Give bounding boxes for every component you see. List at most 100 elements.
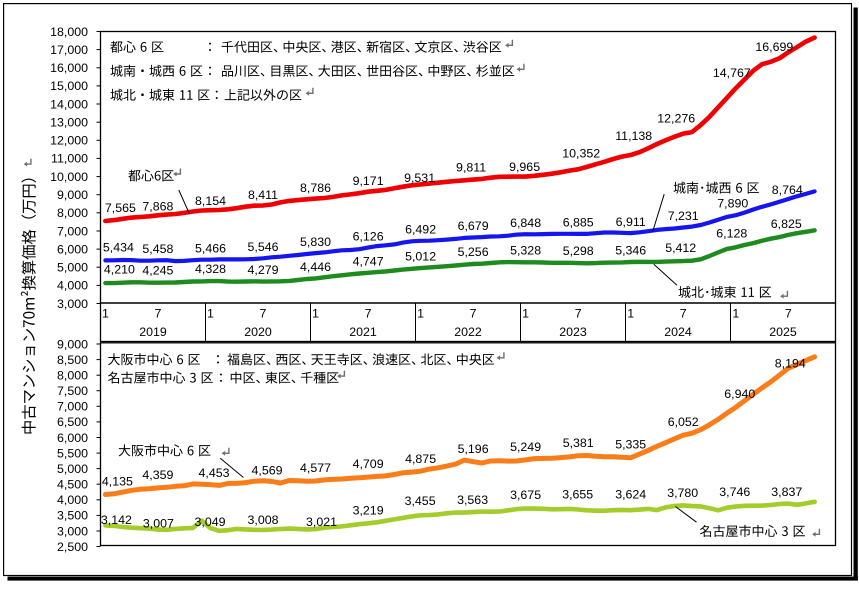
svg-text:9,531: 9,531 [404,171,435,185]
svg-text:3,049: 3,049 [194,515,225,529]
svg-text:7: 7 [680,306,687,320]
svg-text:3,142: 3,142 [101,513,132,527]
svg-text:5,381: 5,381 [563,436,594,450]
svg-text:10,000: 10,000 [50,170,88,184]
svg-text:8,194: 8,194 [775,357,806,371]
svg-text:8,500: 8,500 [57,353,88,367]
svg-text:3,455: 3,455 [405,494,436,508]
svg-text:6,679: 6,679 [458,219,489,233]
svg-text:2022: 2022 [454,325,482,339]
svg-text:8,786: 8,786 [300,181,331,195]
svg-text:8,411: 8,411 [248,188,278,202]
svg-text:6,052: 6,052 [668,415,699,429]
svg-text:2020: 2020 [244,325,272,339]
svg-text:9,811: 9,811 [456,161,486,175]
svg-text:4,446: 4,446 [300,260,331,274]
svg-text:15,000: 15,000 [50,79,88,93]
svg-text:1: 1 [417,306,424,320]
svg-text:5,500: 5,500 [57,446,88,460]
svg-text:3,000: 3,000 [57,524,88,538]
svg-text:2023: 2023 [559,325,587,339]
svg-text:6,848: 6,848 [510,216,541,230]
svg-text:7,000: 7,000 [57,400,88,414]
svg-text:3,780: 3,780 [667,486,698,500]
svg-text:7,890: 7,890 [717,197,748,211]
svg-text:11,138: 11,138 [615,129,652,143]
svg-text:2021: 2021 [349,325,377,339]
svg-text:6,911: 6,911 [616,215,646,229]
svg-text:9,000: 9,000 [57,337,88,351]
svg-text:5,546: 5,546 [247,240,278,254]
svg-text:4,453: 4,453 [198,466,229,480]
svg-text:3,675: 3,675 [510,488,541,502]
svg-text:9,000: 9,000 [57,188,88,202]
svg-text:13,000: 13,000 [50,116,88,130]
svg-text:7,868: 7,868 [142,200,173,214]
svg-text:4,279: 4,279 [247,263,278,277]
svg-text:8,764: 8,764 [772,183,803,197]
svg-text:5,000: 5,000 [57,462,88,476]
svg-text:2024: 2024 [664,325,692,339]
svg-text:4,500: 4,500 [57,478,88,492]
svg-text:5,196: 5,196 [458,442,489,456]
svg-text:4,747: 4,747 [353,254,384,268]
svg-text:18,000: 18,000 [50,25,88,39]
svg-text:5,328: 5,328 [510,244,541,258]
svg-text:5,434: 5,434 [103,241,134,255]
svg-text:7: 7 [365,306,372,320]
svg-text:5,466: 5,466 [195,242,226,256]
svg-text:7,231: 7,231 [668,209,699,223]
svg-text:16,699: 16,699 [755,40,793,54]
svg-text:14,000: 14,000 [50,97,88,111]
svg-text:6,500: 6,500 [57,415,88,429]
svg-text:1: 1 [732,306,739,320]
svg-text:5,412: 5,412 [665,241,696,255]
svg-text:3,000: 3,000 [57,297,88,311]
svg-text:7: 7 [575,306,582,320]
svg-text:4,328: 4,328 [195,262,226,276]
svg-text:5,000: 5,000 [57,261,88,275]
svg-text:16,000: 16,000 [50,61,88,75]
svg-text:17,000: 17,000 [50,43,88,57]
svg-text:8,154: 8,154 [195,194,226,208]
svg-text:2,500: 2,500 [57,540,88,554]
svg-text:6,825: 6,825 [771,217,802,231]
svg-text:6,000: 6,000 [57,242,88,256]
svg-text:11,000: 11,000 [51,152,88,166]
svg-text:6,126: 6,126 [353,229,384,243]
svg-text:5,458: 5,458 [142,242,173,256]
svg-text:4,210: 4,210 [104,262,135,276]
svg-text:3,563: 3,563 [457,493,488,507]
svg-text:4,135: 4,135 [102,474,133,488]
svg-text:9,965: 9,965 [509,160,540,174]
svg-text:2019: 2019 [139,325,167,339]
svg-text:7: 7 [154,306,161,320]
svg-text:4,875: 4,875 [405,452,436,466]
svg-text:6,000: 6,000 [57,431,88,445]
svg-text:3,008: 3,008 [247,513,278,527]
svg-text:3,837: 3,837 [771,485,802,499]
svg-text:5,298: 5,298 [563,244,594,258]
svg-text:3,624: 3,624 [615,488,646,502]
svg-text:5,346: 5,346 [615,243,646,257]
svg-text:6,940: 6,940 [724,387,755,401]
svg-text:12,000: 12,000 [50,134,88,148]
svg-text:5,012: 5,012 [405,250,436,264]
svg-text:5,335: 5,335 [615,438,646,452]
svg-text:8,000: 8,000 [57,206,88,220]
svg-text:1: 1 [522,306,529,320]
svg-text:1: 1 [627,306,634,320]
svg-text:7: 7 [785,306,792,320]
svg-text:4,000: 4,000 [57,493,88,507]
svg-text:6,128: 6,128 [716,226,747,240]
svg-text:3,219: 3,219 [353,503,384,517]
svg-text:4,577: 4,577 [300,461,331,475]
svg-text:1: 1 [312,306,319,320]
svg-text:7: 7 [260,306,267,320]
svg-text:6,492: 6,492 [405,223,436,237]
svg-text:3,746: 3,746 [719,485,750,499]
svg-text:3,655: 3,655 [562,488,593,502]
svg-text:5,256: 5,256 [458,245,489,259]
svg-text:2025: 2025 [769,325,797,339]
svg-text:4,359: 4,359 [142,468,173,482]
